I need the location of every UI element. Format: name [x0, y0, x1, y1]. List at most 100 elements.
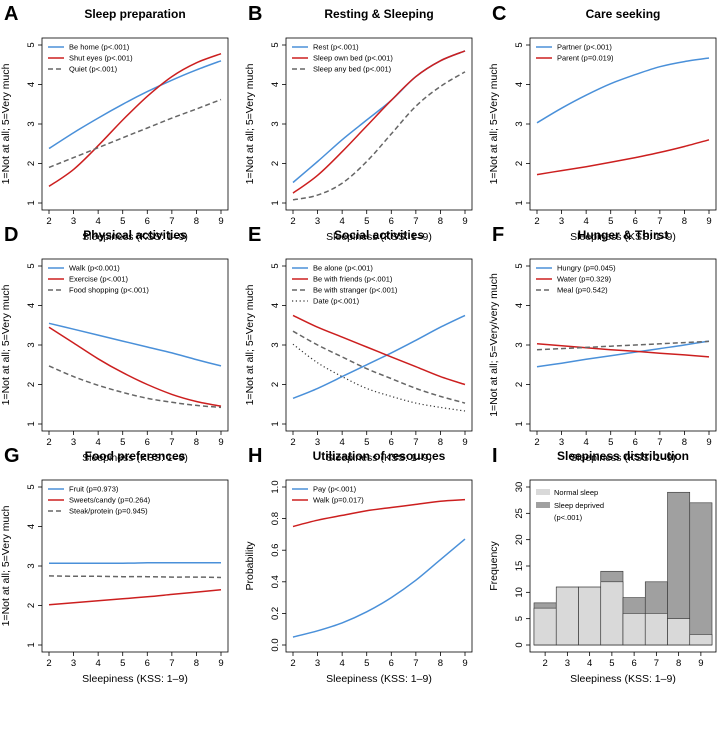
x-tick-label-c: 6 — [633, 216, 638, 227]
bar-normal-sleep — [622, 613, 646, 646]
x-tick-label-i: 4 — [587, 658, 592, 669]
bar-normal-sleep — [555, 586, 579, 646]
series-line-g-2 — [48, 588, 222, 606]
series-line-e-4 — [292, 343, 466, 412]
panel-letter-d: D — [4, 224, 18, 246]
y-tick-label-e: 5 — [270, 263, 281, 268]
legend-label-b-1: Rest (p<.001) — [313, 43, 359, 52]
x-axis-label-c: Sleepiness (KSS: 1–9) — [570, 231, 676, 243]
y-tick-label-c: 1 — [514, 200, 525, 205]
x-tick-label-d: 6 — [145, 437, 150, 448]
panel-letter-e: E — [248, 224, 261, 246]
x-tick-label-i: 6 — [631, 658, 636, 669]
bar-normal-sleep — [578, 586, 602, 646]
x-tick-label-g: 5 — [120, 658, 125, 669]
legend-label-h-2: Walk (p=0.017) — [313, 496, 364, 505]
panel-title-i: Sleepiness distribution — [557, 449, 689, 463]
x-tick-label-h: 3 — [315, 658, 320, 669]
x-tick-label-a: 6 — [145, 216, 150, 227]
x-tick-label-f: 6 — [633, 437, 638, 448]
x-axis-label-i: Sleepiness (KSS: 1–9) — [570, 673, 676, 685]
x-tick-label-e: 3 — [315, 437, 320, 448]
y-tick-label-d: 2 — [26, 382, 37, 387]
panel-title-h: Utilization of resources — [313, 449, 446, 463]
panel-b: B Resting & Sleeping Sleepiness (KSS: 1–9)… — [244, 3, 473, 243]
panel-c: C Care seeking Sleepiness (KSS: 1–9) 1=Not … — [488, 3, 717, 243]
x-tick-label-i: 9 — [698, 658, 703, 669]
legend-label-a-1: Be home (p<.001) — [69, 43, 130, 52]
x-tick-label-g: 2 — [46, 658, 51, 669]
y-tick-label-b: 3 — [270, 121, 281, 126]
legend-label-g-3: Steak/protein (p=0.945) — [69, 507, 148, 516]
x-tick-label-a: 8 — [194, 216, 199, 227]
x-tick-label-g: 7 — [169, 658, 174, 669]
bar-normal-sleep — [533, 607, 557, 646]
series-line-g-3 — [48, 575, 222, 579]
x-tick-label-c: 2 — [534, 216, 539, 227]
y-tick-label-f: 1 — [514, 421, 525, 426]
y-tick-label-i: 0 — [514, 642, 525, 647]
series-line-d-2 — [48, 326, 222, 407]
panel-title-d: Physical activities — [83, 228, 187, 242]
x-tick-label-c: 5 — [608, 216, 613, 227]
y-tick-label-i: 15 — [514, 561, 525, 572]
y-axis-label-d: 1=Not at all; 5=Very much — [0, 284, 12, 405]
x-tick-label-d: 4 — [95, 437, 100, 448]
x-tick-label-d: 7 — [169, 437, 174, 448]
x-tick-label-e: 2 — [290, 437, 295, 448]
legend-label-e-3: Be with stranger (p<.001) — [313, 286, 398, 295]
x-tick-label-f: 7 — [657, 437, 662, 448]
y-axis-label-b: 1=Not at all; 5=Very much — [244, 63, 256, 184]
x-tick-label-f: 5 — [608, 437, 613, 448]
legend-label-pvalue: (p<.001) — [554, 513, 583, 522]
x-tick-label-i: 3 — [565, 658, 570, 669]
panel-d: D Physical activities Sleepiness (KSS: 1–9… — [0, 224, 229, 464]
series-line-a-2 — [48, 52, 222, 188]
y-tick-label-h: 0.2 — [270, 607, 281, 620]
y-tick-label-i: 25 — [514, 508, 525, 519]
y-tick-label-h: 0.8 — [270, 512, 281, 525]
y-axis-label-h: Probability — [244, 541, 256, 591]
y-tick-label-i: 10 — [514, 587, 525, 598]
y-tick-label-d: 1 — [26, 421, 37, 426]
y-tick-label-f: 5 — [514, 263, 525, 268]
x-axis-label-d: Sleepiness (KSS: 1–9) — [82, 452, 188, 464]
panel-title-e: Social activities — [334, 228, 424, 242]
x-tick-label-i: 7 — [654, 658, 659, 669]
legend-label-e-4: Date (p<.001) — [313, 297, 360, 306]
x-tick-label-c: 7 — [657, 216, 662, 227]
legend-label-d-3: Food shopping (p<.001) — [69, 286, 149, 295]
x-tick-label-e: 9 — [462, 437, 467, 448]
panel-title-a: Sleep preparation — [84, 7, 185, 21]
y-tick-label-a: 4 — [26, 82, 37, 87]
y-axis-label-f: 1=Not at all; 5=Very/very much — [488, 273, 500, 417]
legend-label-f-2: Water (p=0.329) — [557, 275, 612, 284]
series-line-c-2 — [536, 139, 710, 176]
x-tick-label-c: 8 — [682, 216, 687, 227]
x-tick-label-a: 7 — [169, 216, 174, 227]
x-tick-label-i: 2 — [542, 658, 547, 669]
series-line-d-3 — [48, 365, 222, 409]
series-line-b-3 — [292, 71, 466, 201]
legend-label-g-2: Sweets/candy (p=0.264) — [69, 496, 151, 505]
panel-title-f: Hunger & Thirst — [578, 228, 669, 242]
y-tick-label-a: 1 — [26, 200, 37, 205]
bar-normal-sleep — [667, 618, 691, 646]
x-tick-label-f: 4 — [583, 437, 588, 448]
x-tick-label-g: 3 — [71, 658, 76, 669]
legend-label-d-2: Exercise (p<.001) — [69, 275, 128, 284]
bar-normal-sleep — [600, 581, 624, 646]
legend-label-h-1: Pay (p<.001) — [313, 485, 357, 494]
panel-letter-h: H — [248, 445, 262, 467]
y-tick-label-f: 3 — [514, 342, 525, 347]
series-line-h-1 — [292, 538, 466, 638]
x-tick-label-a: 9 — [218, 216, 223, 227]
x-axis-label-h: Sleepiness (KSS: 1–9) — [326, 673, 432, 685]
series-line-a-3 — [48, 98, 222, 169]
panel-letter-a: A — [4, 3, 18, 25]
y-tick-label-h: 0.0 — [270, 638, 281, 651]
y-tick-label-f: 2 — [514, 382, 525, 387]
